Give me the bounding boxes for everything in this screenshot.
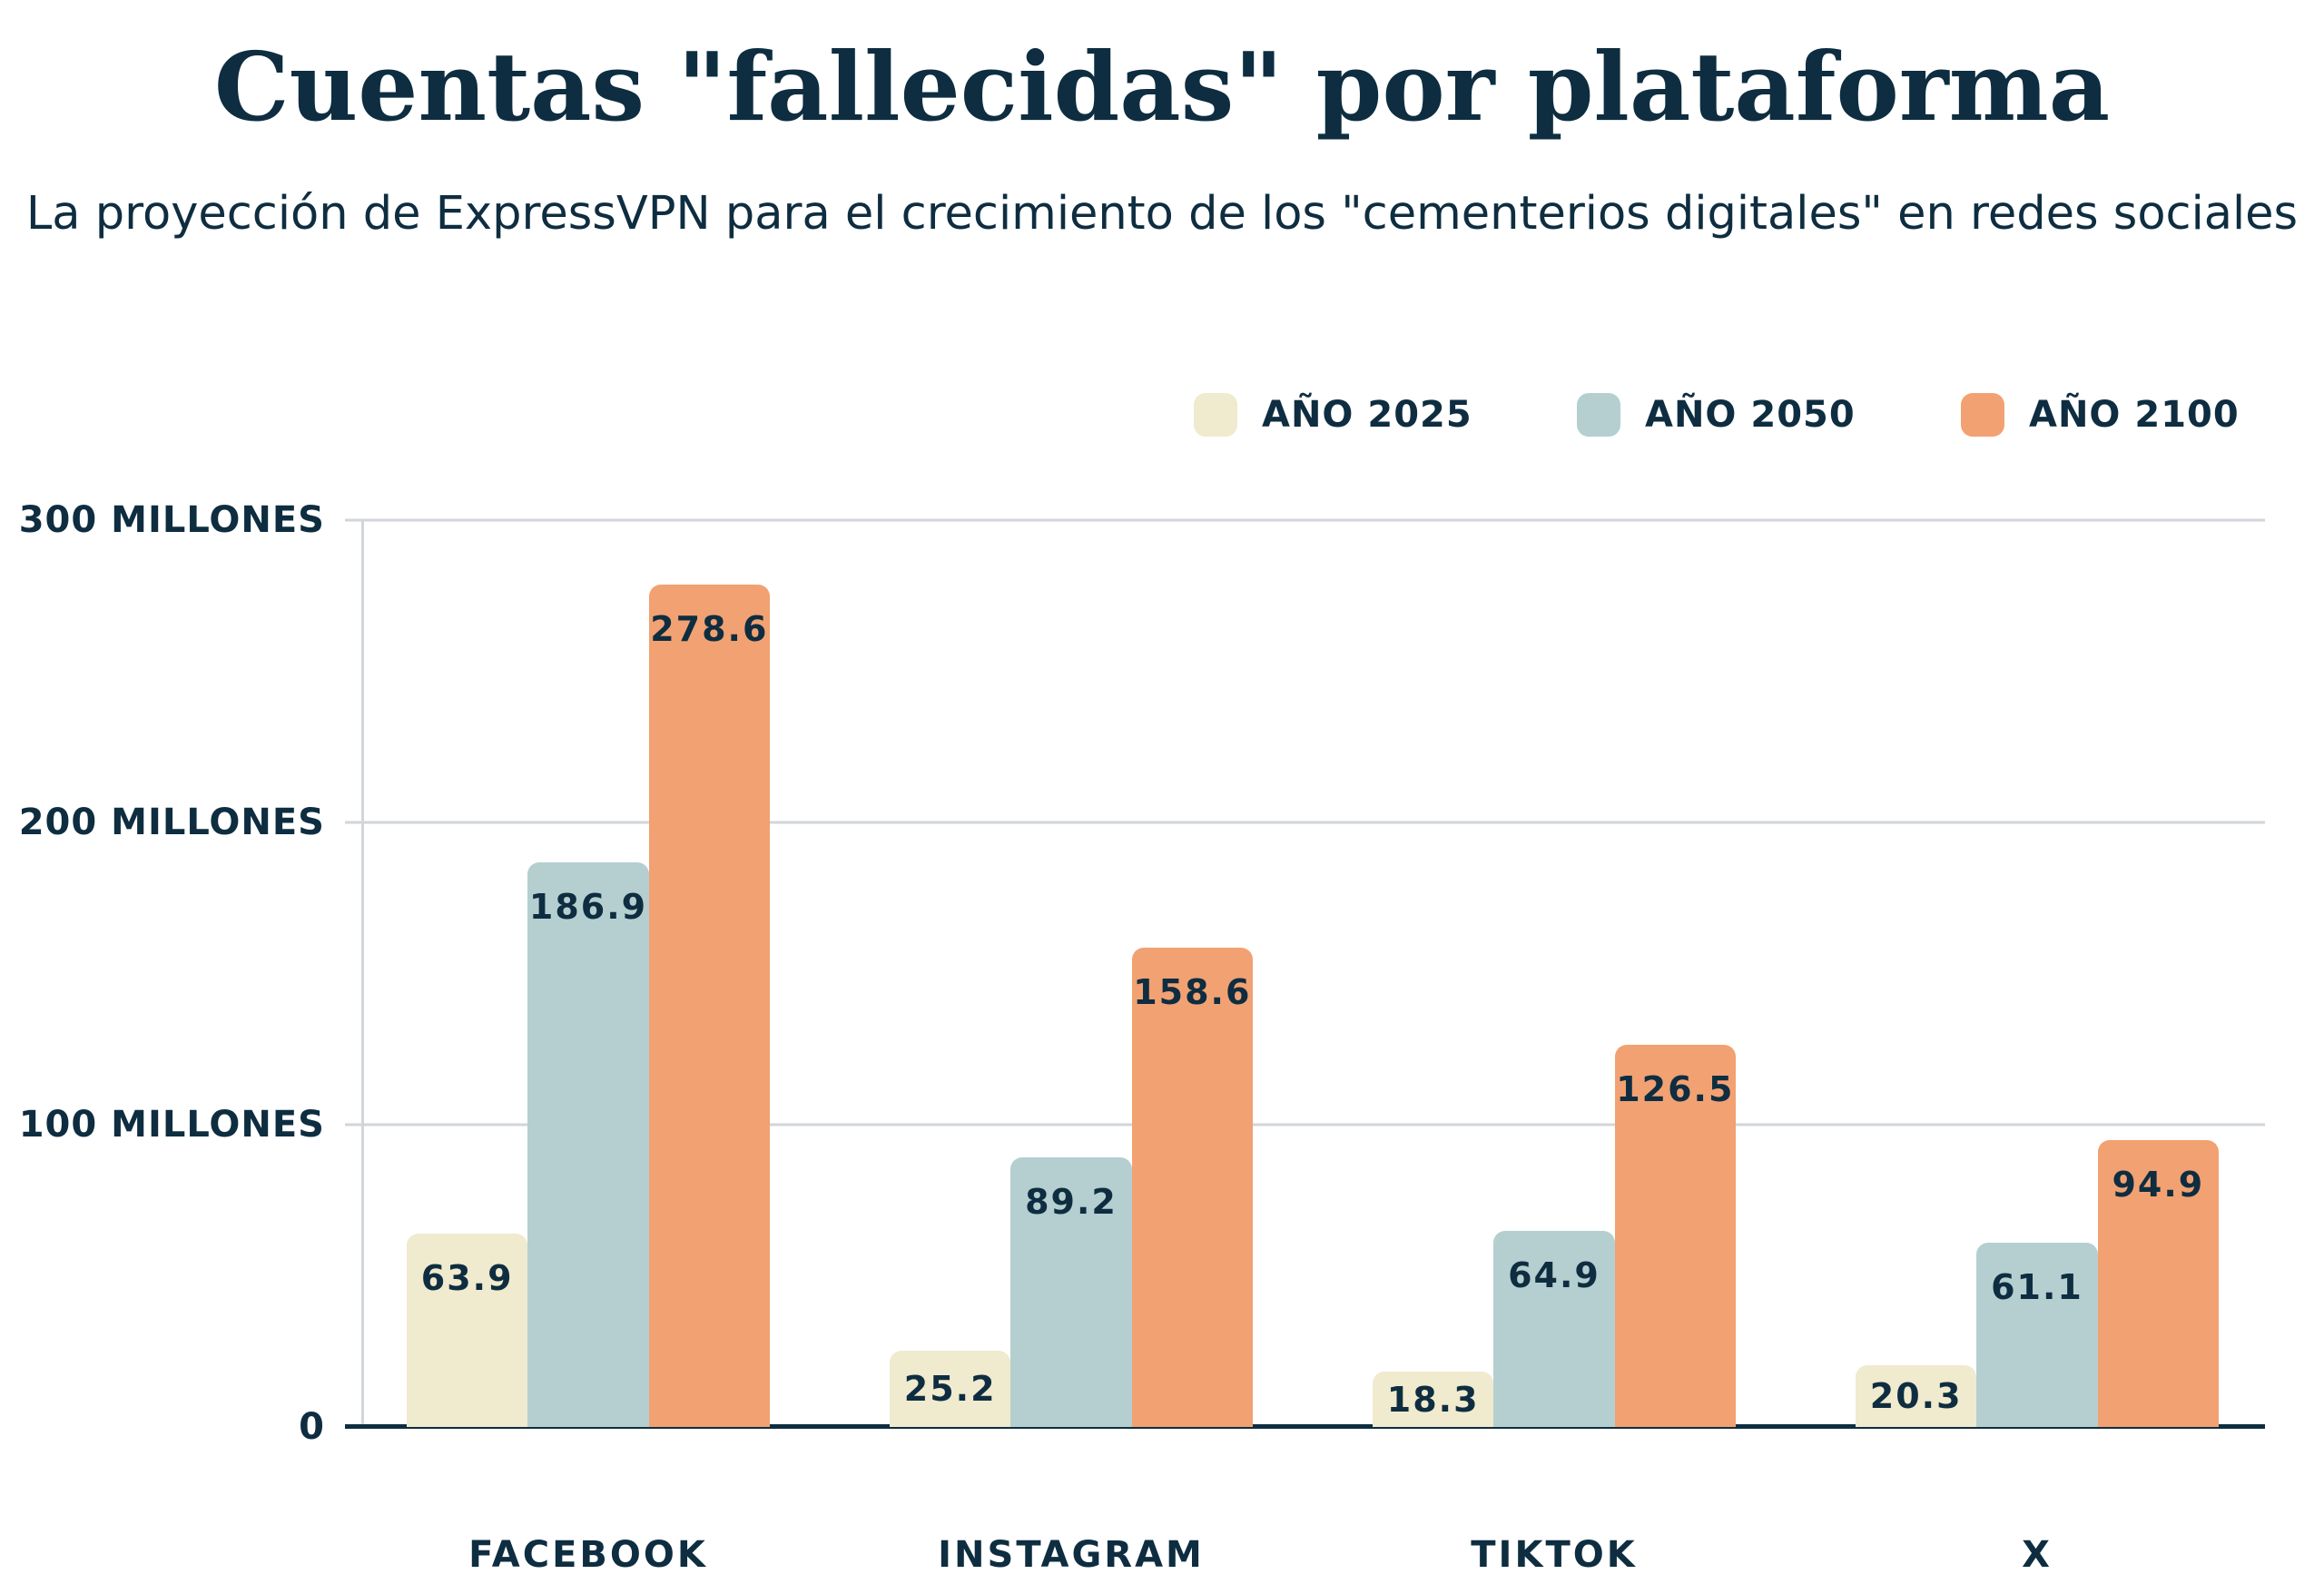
bar-x-a-o-2025: 20.3 [1856,1365,1977,1427]
y-axis-label-300: 300 MILLONES [18,499,325,541]
bar-value-label: 94.9 [2112,1164,2205,1205]
bar-value-label: 64.9 [1508,1254,1600,1295]
chart-title: Cuentas "fallecidas" por plataforma [213,31,2111,143]
bar-tiktok-a-o-2025: 18.3 [1373,1372,1494,1427]
bar-instagram-a-o-2025: 25.2 [890,1351,1011,1427]
plot-area: 63.9 186.9 278.6 25.2 89.2 158.6 18.3 64.9 126.5… [345,518,2265,1429]
legend-swatch-a-o-2025 [1194,393,1237,437]
bar-value-label: 61.1 [1991,1266,2083,1307]
legend-label-a-o-2100: AÑO 2100 [2029,394,2240,436]
bar-facebook-a-o-2050: 186.9 [527,861,649,1427]
bar-facebook-a-o-2025: 63.9 [407,1234,528,1427]
bar-tiktok-a-o-2100: 126.5 [1614,1044,1736,1427]
bar-value-label: 20.3 [1869,1376,1963,1417]
bar-x-a-o-2050: 61.1 [1976,1242,2098,1427]
x-axis-label-instagram: INSTAGRAM [938,1534,1205,1576]
bar-value-label: 63.9 [420,1258,514,1299]
y-axis-label-0: 0 [299,1406,325,1448]
bar-value-label: 186.9 [528,886,648,927]
legend-swatch-a-o-2100 [1961,393,2004,437]
x-axis-label-facebook: FACEBOOK [468,1534,708,1576]
gridline-300 [345,518,2265,522]
legend-item-a-o-2050: AÑO 2050 [1577,393,1856,437]
bar-value-label: 18.3 [1386,1379,1480,1420]
chart-subtitle: La proyección de ExpressVPN para el crec… [25,187,2299,241]
y-axis-label-100: 100 MILLONES [18,1104,325,1146]
legend-label-a-o-2025: AÑO 2025 [1262,394,1472,436]
bar-value-label: 158.6 [1133,971,1252,1012]
gridline-200 [345,821,2265,824]
bar-facebook-a-o-2100: 278.6 [648,585,770,1427]
legend-swatch-a-o-2050 [1577,393,1620,437]
bar-value-label: 126.5 [1616,1068,1735,1109]
bar-tiktok-a-o-2050: 64.9 [1493,1230,1615,1427]
x-axis-label-tiktok: TIKTOK [1471,1534,1638,1576]
gridline-100 [345,1123,2265,1127]
legend-item-a-o-2100: AÑO 2100 [1961,393,2240,437]
legend-label-a-o-2050: AÑO 2050 [1645,394,1856,436]
bar-value-label: 25.2 [903,1369,997,1410]
bar-instagram-a-o-2100: 158.6 [1131,947,1253,1427]
bar-instagram-a-o-2050: 89.2 [1010,1156,1132,1427]
legend-item-a-o-2025: AÑO 2025 [1194,393,1472,437]
y-axis-label-200: 200 MILLONES [18,802,325,843]
bar-value-label: 278.6 [650,609,769,650]
bar-value-label: 89.2 [1025,1181,1118,1222]
y-axis-line [361,520,364,1427]
bar-x-a-o-2100: 94.9 [2097,1139,2219,1427]
x-axis-label-x: X [2022,1534,2053,1576]
x-axis-baseline [345,1424,2265,1429]
